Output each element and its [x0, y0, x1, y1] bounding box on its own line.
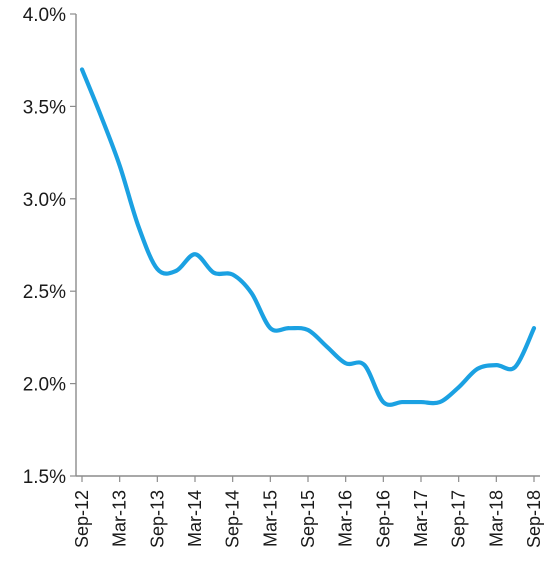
x-tick-label: Mar-13 [110, 490, 130, 547]
y-axis-tick-labels: 1.5% 2.0% 2.5% 3.0% 3.5% 4.0% [23, 5, 66, 488]
y-tick-label: 2.0% [23, 375, 66, 396]
x-tick-label: Mar-17 [411, 490, 431, 547]
series-line [79, 67, 537, 407]
x-axis-tick-labels: Sep-12 Mar-13 Sep-13 Mar-14 Sep-14 Mar-15 Sep-… [72, 490, 544, 548]
x-tick-label: Mar-14 [185, 490, 205, 547]
x-tick-label: Sep-12 [72, 490, 92, 548]
x-tick-label: Sep-13 [147, 490, 167, 548]
axes [70, 13, 540, 482]
y-tick-label: 2.5% [23, 282, 66, 303]
x-tick-label: Sep-16 [373, 490, 393, 548]
x-tick-label: Sep-15 [298, 490, 318, 548]
y-tick-label: 3.0% [23, 190, 66, 211]
x-tick-label: Mar-18 [486, 490, 506, 547]
y-tick-label: 1.5% [23, 467, 66, 488]
series-layer [79, 67, 537, 407]
x-tick-label: Sep-18 [524, 490, 544, 548]
y-tick-label: 4.0% [23, 5, 66, 26]
x-tick-label: Sep-14 [223, 490, 243, 548]
y-tick-label: 3.5% [23, 97, 66, 118]
x-tick-label: Mar-15 [260, 490, 280, 547]
x-tick-label: Sep-17 [449, 490, 469, 548]
x-tick-label: Mar-16 [336, 490, 356, 547]
